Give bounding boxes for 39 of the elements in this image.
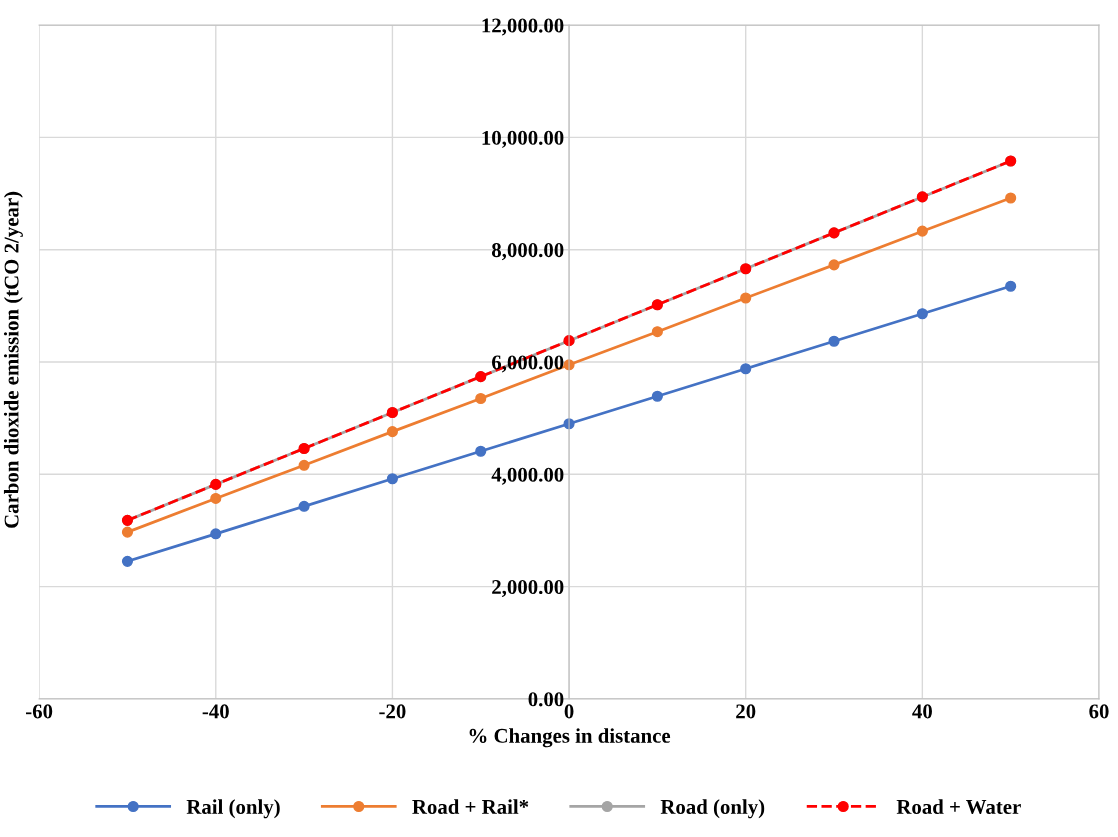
- y-tick-label: 8,000.00: [491, 243, 564, 261]
- y-axis-title: Carbon dioxide emission (tCO 2/year): [3, 191, 23, 528]
- point: [210, 528, 222, 540]
- legend-label: Road (only): [660, 799, 765, 819]
- point: [386, 473, 398, 485]
- x-tick-label: 60: [1089, 704, 1109, 719]
- point: [916, 308, 928, 320]
- x-tick-label: 0: [564, 704, 574, 719]
- y-tick-label: 10,000.00: [482, 130, 564, 148]
- point: [740, 363, 752, 375]
- point: [210, 492, 222, 505]
- point: [1005, 280, 1017, 292]
- x-tick-label: 40: [912, 704, 932, 719]
- x-tick-label: -40: [202, 704, 229, 719]
- point: [828, 335, 840, 347]
- y-tick-label: 2,000.00: [492, 579, 564, 598]
- y-tick-label: 0.00: [528, 692, 564, 707]
- point: [298, 459, 310, 471]
- point: [298, 500, 310, 512]
- y-tick-label: 12,000.00: [482, 18, 564, 36]
- point: [475, 445, 487, 457]
- point: [386, 426, 398, 438]
- point: [916, 225, 928, 237]
- x-axis-title: % Changes in distance: [469, 728, 671, 748]
- legend-label: Road + Rail*: [412, 799, 529, 814]
- y-tick-label: 4,000.00: [491, 467, 564, 485]
- x-tick-label: 20: [736, 704, 756, 719]
- x-tick-label: -20: [379, 704, 406, 719]
- point: [121, 526, 134, 538]
- x-tick-label: -60: [26, 704, 53, 719]
- legend-label: Road + Water: [896, 799, 1021, 815]
- point: [121, 555, 134, 567]
- point: [651, 326, 663, 338]
- legend-label: Rail (only): [186, 799, 280, 819]
- point: [475, 392, 487, 405]
- point: [651, 390, 663, 402]
- point: [740, 292, 752, 304]
- point: [828, 259, 840, 271]
- point: [1005, 192, 1017, 204]
